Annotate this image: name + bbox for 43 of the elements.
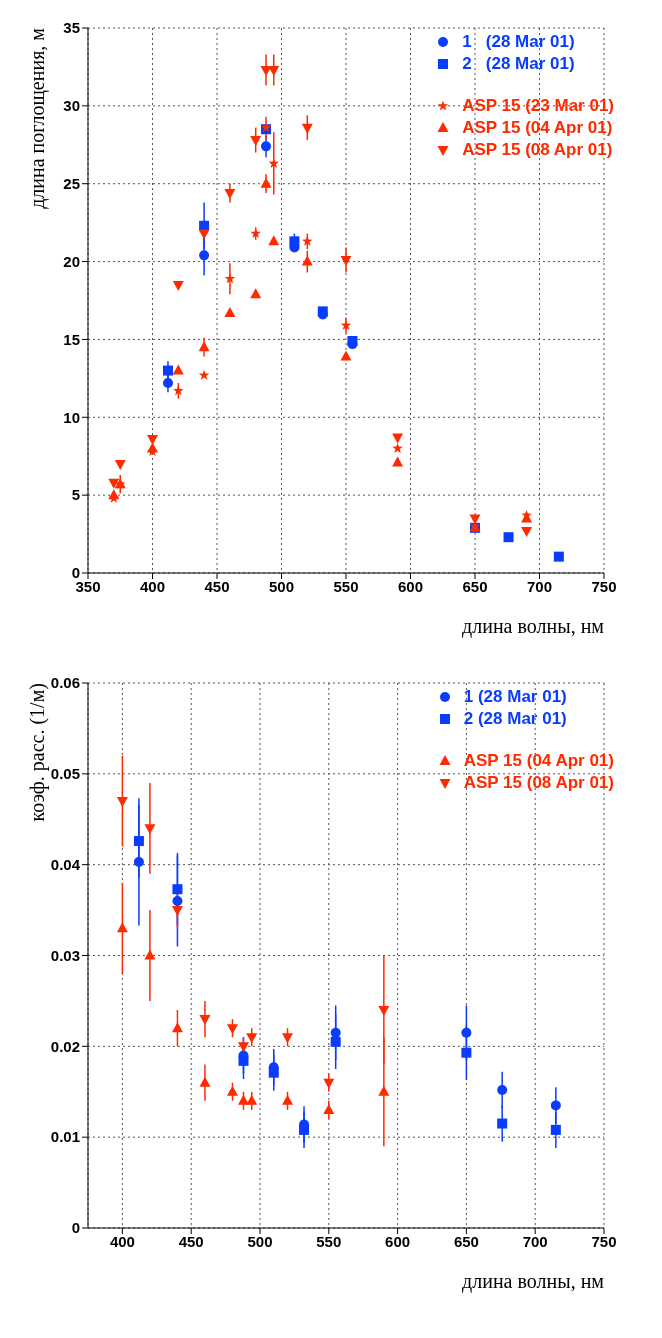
- y-tick-label: 35: [63, 19, 80, 37]
- x-tick-label: 650: [453, 1232, 479, 1250]
- x-tick-label: 450: [178, 1232, 204, 1250]
- y-tick-label: 0.06: [50, 674, 80, 692]
- y-tick-label: 10: [63, 408, 80, 426]
- y-axis-title: коэф. расс. (1/м): [26, 683, 50, 822]
- legend-label: 2 (28 Mar 01): [463, 709, 567, 729]
- y-tick-label: 0.05: [50, 765, 80, 783]
- x-tick-label: 400: [139, 577, 166, 595]
- y-tick-label: 20: [63, 252, 80, 270]
- y-tick-label: 0.04: [50, 855, 81, 873]
- legend-label: ASP 15 (04 Apr 01): [462, 118, 613, 138]
- y-tick-label: 0.01: [50, 1128, 80, 1146]
- x-tick-label: 500: [247, 1232, 273, 1250]
- y-tick-label: 5: [71, 486, 80, 504]
- x-tick-label: 550: [333, 577, 359, 595]
- x-tick-label: 550: [316, 1232, 342, 1250]
- x-tick-label: 400: [109, 1232, 135, 1250]
- legend-label: ASP 15 (04 Apr 01): [463, 751, 614, 771]
- legend-label: ASP 15 (08 Apr 01): [463, 773, 614, 793]
- y-tick-label: 15: [63, 330, 80, 348]
- y-tick-label: 25: [63, 175, 80, 193]
- x-axis-title: длина волны, нм: [462, 615, 605, 638]
- y-tick-label: 0.03: [50, 946, 80, 964]
- legend-label: ASP 15 (08 Apr 01): [462, 140, 613, 160]
- x-tick-label: 700: [526, 577, 553, 595]
- y-tick-label: 0: [71, 1219, 80, 1237]
- x-tick-label: 450: [204, 577, 230, 595]
- y-tick-label: 0.02: [50, 1037, 80, 1055]
- x-tick-label: 600: [385, 1232, 411, 1250]
- legend-label: 1 (28 Mar 01): [462, 32, 575, 52]
- legend-label: ASP 15 (23 Mar 01): [462, 96, 614, 116]
- x-tick-label: 600: [397, 577, 424, 595]
- x-tick-label: 750: [591, 577, 617, 595]
- x-tick-label: 650: [462, 577, 488, 595]
- x-tick-label: 500: [268, 577, 295, 595]
- x-axis-title: длина волны, нм: [462, 1270, 605, 1293]
- y-tick-label: 30: [63, 97, 80, 115]
- legend-label: 1 (28 Mar 01): [463, 687, 567, 707]
- y-axis-title: длина поглощения, м: [26, 27, 50, 209]
- x-tick-label: 750: [591, 1232, 617, 1250]
- x-tick-label: 700: [522, 1232, 548, 1250]
- legend-label: 2 (28 Mar 01): [462, 54, 575, 74]
